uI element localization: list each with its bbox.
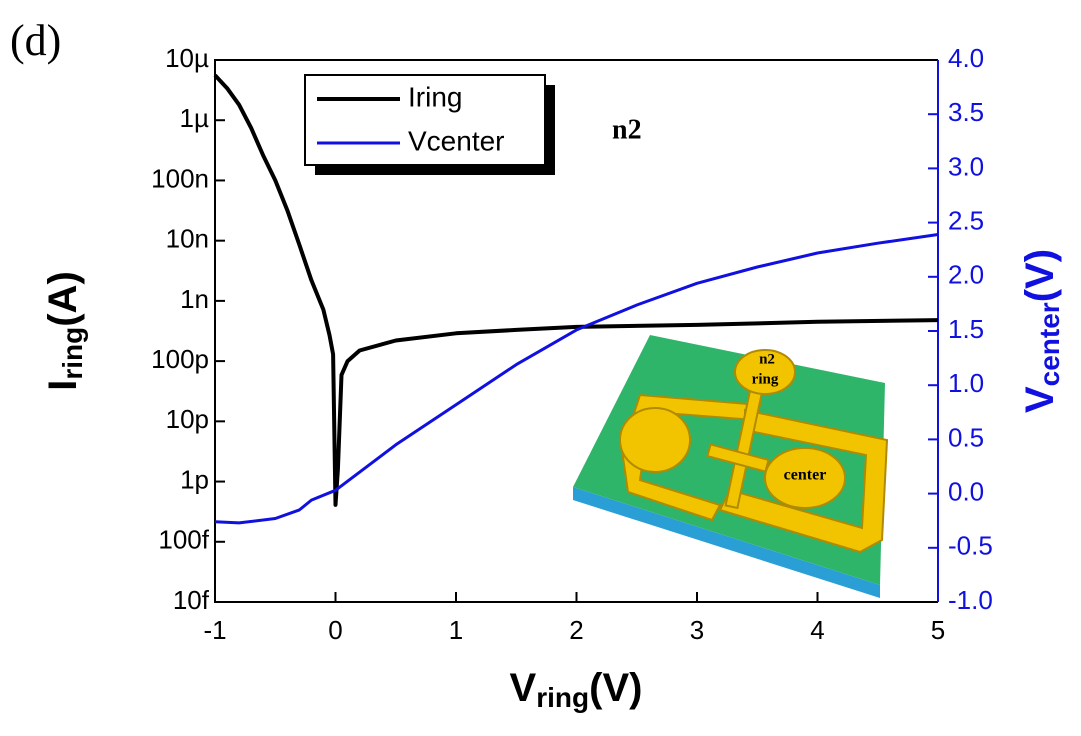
y-tick-label: 1µ [180,103,209,133]
y2-tick-label: 1.5 [948,314,984,344]
annotation: n2 [612,114,642,145]
y2-tick-label: -0.5 [948,531,993,561]
legend-label: Iring [408,81,462,112]
y2-tick-label: 2.0 [948,260,984,290]
y-tick-label: 100n [151,163,209,193]
y2-tick-label: 1.0 [948,368,984,398]
y2-tick-label: 3.5 [948,97,984,127]
y-axis-title: Iring(A) [41,271,89,391]
x-tick-label: -1 [203,615,226,645]
y2-tick-label: 0.0 [948,476,984,506]
y2-tick-label: 2.5 [948,205,984,235]
y-tick-label: 10µ [165,43,209,73]
panel-label: (d) [10,16,61,65]
x-tick-label: 3 [690,615,704,645]
inset-label: center [784,467,827,484]
y2-tick-label: 0.5 [948,422,984,452]
legend-label: Vcenter [408,125,505,156]
inset-label: n2 [759,351,775,367]
y-tick-label: 10p [166,404,209,434]
chart: n2 ring center (d) n2 Vring(V) Iring(A) … [0,0,1081,731]
x-tick-label: 1 [449,615,463,645]
y2-tick-label: 4.0 [948,43,984,73]
x-tick-label: 5 [931,615,945,645]
y2-tick-label: -1.0 [948,585,993,615]
y-tick-label: 100f [158,525,209,555]
y2-tick-label: 3.0 [948,151,984,181]
x-tick-label: 0 [328,615,342,645]
inset-label: ring [752,371,779,387]
y-tick-label: 10f [173,585,210,615]
y-tick-label: 1n [180,284,209,314]
x-tick-label: 2 [569,615,583,645]
y-tick-label: 1p [180,464,209,494]
x-axis-title: Vring(V) [510,666,643,714]
x-tick-label: 4 [810,615,824,645]
y-tick-label: 100p [151,344,209,374]
y2-axis-title: Vcenter(V) [1018,249,1066,413]
y-tick-label: 10n [166,224,209,254]
inset-device [573,335,887,598]
